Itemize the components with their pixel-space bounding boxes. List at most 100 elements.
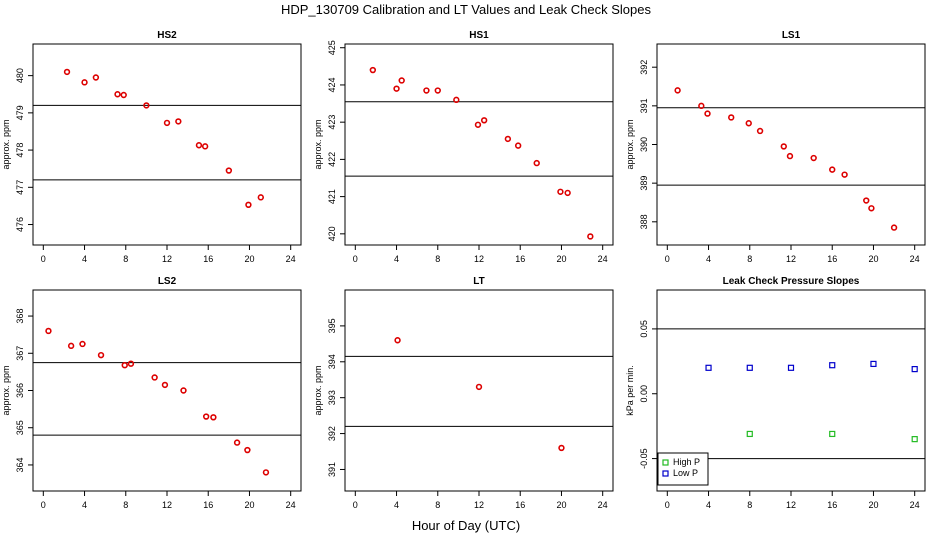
data-point xyxy=(829,430,836,438)
y-tick-label: 391 xyxy=(327,462,337,477)
data-point xyxy=(705,364,712,371)
x-tick-label: 12 xyxy=(162,500,172,510)
x-tick-label: 0 xyxy=(665,254,670,264)
data-point xyxy=(262,469,270,476)
y-axis-label: kPa per min. xyxy=(625,365,635,416)
x-tick-label: 8 xyxy=(435,500,440,510)
y-tick-label: 392 xyxy=(327,426,337,441)
data-point xyxy=(257,194,264,201)
y-tick-label: 391 xyxy=(639,98,649,113)
y-axis-label: approx. ppm xyxy=(313,119,323,169)
data-point xyxy=(557,188,564,195)
panel-title: Leak Check Pressure Slopes xyxy=(723,276,860,287)
x-tick-label: 0 xyxy=(665,500,670,510)
data-point xyxy=(474,121,482,128)
x-tick-label: 0 xyxy=(353,254,358,264)
data-point xyxy=(514,142,522,149)
data-point xyxy=(210,414,217,421)
data-point xyxy=(245,201,252,209)
data-point xyxy=(180,387,187,394)
data-point xyxy=(202,413,210,420)
panel-0: HS2 approx. ppm 0 4 8 12 16 20 24 476 477 478 479 480 xyxy=(1,30,302,264)
legend-swatch xyxy=(662,470,669,477)
x-tick-label: 0 xyxy=(41,500,46,510)
panel-5: Leak Check Pressure Slopes kPa per min. 0 4… xyxy=(625,276,926,510)
y-axis-label: approx. ppm xyxy=(1,365,11,415)
panel-4: LT approx. ppm 0 4 8 12 16 20 24 391 392 393 394 395 xyxy=(313,276,614,510)
data-point xyxy=(81,79,88,86)
y-axis-label: approx. ppm xyxy=(313,365,323,415)
x-tick-label: 12 xyxy=(474,254,484,264)
x-tick-label: 16 xyxy=(515,500,525,510)
x-tick-label: 16 xyxy=(203,254,213,264)
data-point xyxy=(780,143,787,150)
data-point xyxy=(756,127,764,135)
data-point xyxy=(67,342,75,350)
x-tick-label: 24 xyxy=(598,254,608,264)
x-tick-label: 12 xyxy=(786,254,796,264)
x-tick-label: 20 xyxy=(556,254,566,264)
y-tick-label: 476 xyxy=(15,217,25,232)
y-tick-label: 422 xyxy=(327,152,337,167)
x-tick-label: 24 xyxy=(910,254,920,264)
legend-box xyxy=(657,452,709,486)
data-point xyxy=(127,360,135,367)
panel-title: LT xyxy=(473,276,484,287)
data-point xyxy=(746,430,753,438)
data-point xyxy=(558,444,565,452)
x-tick-label: 4 xyxy=(82,254,87,264)
legend-entry: High P xyxy=(673,457,700,467)
y-tick-label: 477 xyxy=(15,180,25,195)
y-tick-label: 366 xyxy=(15,383,25,398)
x-tick-label: 8 xyxy=(435,254,440,264)
x-tick-label: 4 xyxy=(706,254,711,264)
data-point xyxy=(745,120,752,127)
data-point xyxy=(161,381,169,389)
data-point xyxy=(704,110,711,117)
plot-frame xyxy=(344,43,614,246)
y-tick-label: 367 xyxy=(15,346,25,361)
data-point xyxy=(121,361,128,369)
x-tick-label: 4 xyxy=(394,500,399,510)
data-point xyxy=(423,87,430,94)
y-tick-label: 478 xyxy=(15,143,25,158)
data-point xyxy=(728,114,735,121)
data-point xyxy=(97,351,105,359)
x-tick-label: 20 xyxy=(556,500,566,510)
data-point xyxy=(890,224,898,231)
x-tick-label: 8 xyxy=(123,254,128,264)
x-tick-label: 4 xyxy=(706,500,711,510)
plot-frame xyxy=(32,289,302,492)
x-tick-label: 12 xyxy=(474,500,484,510)
data-point xyxy=(92,74,100,81)
data-point xyxy=(564,189,571,197)
x-tick-label: 12 xyxy=(786,500,796,510)
plot-frame xyxy=(656,43,926,246)
data-point xyxy=(911,436,918,443)
data-point xyxy=(746,364,753,371)
x-tick-label: 8 xyxy=(747,254,752,264)
data-point xyxy=(233,439,241,446)
data-point xyxy=(369,66,377,74)
x-tick-label: 24 xyxy=(286,500,296,510)
data-point xyxy=(475,383,483,391)
y-tick-label: 423 xyxy=(327,115,337,130)
y-tick-label: 0.00 xyxy=(639,385,649,403)
y-tick-label: -0.05 xyxy=(639,448,649,469)
x-tick-label: 8 xyxy=(747,500,752,510)
data-point xyxy=(841,171,848,178)
x-tick-label: 20 xyxy=(868,254,878,264)
x-tick-label: 16 xyxy=(203,500,213,510)
data-point xyxy=(151,374,158,381)
panel-2: LS1 approx. ppm 0 4 8 12 16 20 24 388 389 390 391 392 xyxy=(625,30,926,264)
panel-title: HS2 xyxy=(157,30,177,41)
data-point xyxy=(163,119,171,127)
data-point xyxy=(79,340,86,348)
x-tick-label: 0 xyxy=(41,254,46,264)
data-point xyxy=(533,159,540,167)
x-tick-label: 16 xyxy=(827,254,837,264)
y-tick-label: 365 xyxy=(15,420,25,435)
